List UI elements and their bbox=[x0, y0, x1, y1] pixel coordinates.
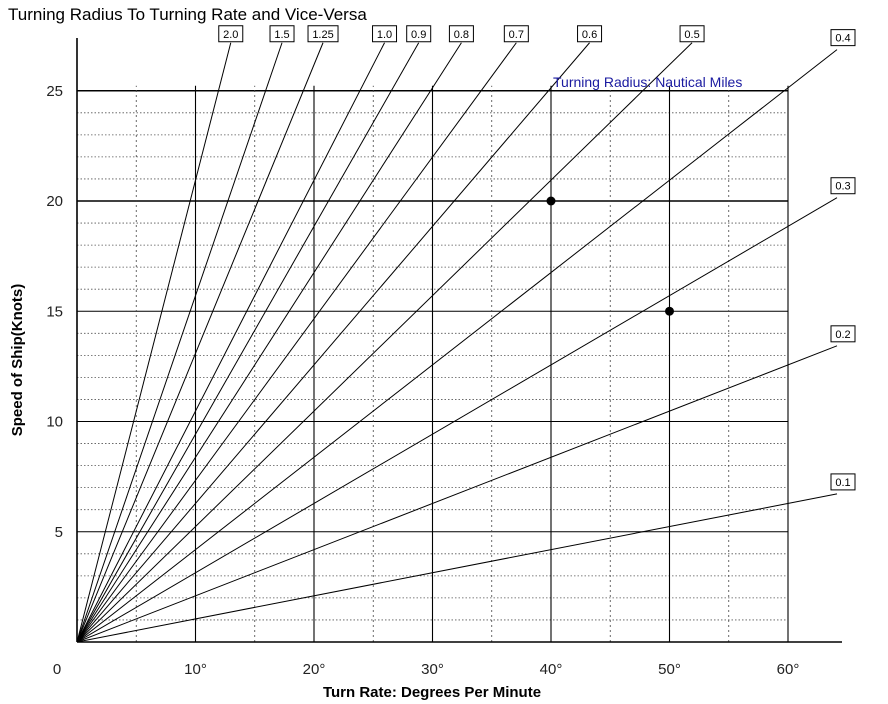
radius-line-1.5 bbox=[76, 42, 283, 643]
x-tick-label: 40° bbox=[540, 661, 563, 678]
radius-label-box bbox=[448, 25, 474, 43]
radius-label-box bbox=[830, 473, 856, 491]
radius-label-text: 0.2 bbox=[835, 329, 850, 341]
radius-label-text: 0.6 bbox=[582, 29, 597, 41]
radius-line-0.8 bbox=[76, 42, 462, 643]
axes bbox=[76, 38, 842, 643]
chart-title: Turning Radius To Turning Rate and Vice-… bbox=[8, 5, 367, 24]
data-point bbox=[546, 196, 556, 206]
data-points bbox=[546, 196, 674, 316]
radius-label-text: 2.0 bbox=[223, 29, 238, 41]
radius-line-0.3 bbox=[76, 197, 838, 643]
data-point bbox=[665, 306, 674, 316]
tick-labels: 5 10 15 20 25 0 10° 20° 30° 40° 50° 60° bbox=[46, 83, 799, 678]
x-tick-label: 50° bbox=[658, 661, 681, 678]
radius-label-text: 0.4 bbox=[835, 33, 850, 45]
radius-label-box bbox=[830, 177, 856, 195]
x-tick-label: 0 bbox=[53, 661, 61, 678]
radius-labels: 2.0 1.5 1.25 1.0 0.9 0.8 0.7 0.6 0.5 0.4 0.3 0.2 0.1 bbox=[218, 25, 856, 491]
radius-line-0.7 bbox=[76, 42, 517, 643]
radius-line-0.1 bbox=[76, 493, 838, 643]
radius-label-text: 0.7 bbox=[509, 29, 524, 41]
radius-label-box bbox=[577, 25, 603, 43]
radius-label-box bbox=[679, 25, 705, 43]
radius-label-text: 1.0 bbox=[377, 29, 392, 41]
y-tick-label: 10 bbox=[46, 414, 63, 431]
radius-label-text: 1.25 bbox=[312, 29, 333, 41]
x-tick-label: 10° bbox=[184, 661, 207, 678]
radius-label-box bbox=[372, 25, 398, 43]
x-tick-label: 60° bbox=[777, 661, 800, 678]
radius-label-box bbox=[218, 25, 244, 43]
radius-annotation: Turning Radius: Nautical Miles bbox=[553, 74, 742, 90]
x-axis-title: Turn Rate: Degrees Per Minute bbox=[323, 684, 541, 701]
y-tick-label: 25 bbox=[46, 83, 63, 100]
radius-line-2.0 bbox=[76, 42, 232, 643]
radius-line-0.9 bbox=[76, 42, 420, 643]
x-tick-label: 20° bbox=[303, 661, 326, 678]
radius-label-text: 0.9 bbox=[411, 29, 426, 41]
y-axis-title: Speed of Ship(Knots) bbox=[9, 284, 26, 437]
radius-label-text: 0.5 bbox=[684, 29, 699, 41]
radius-label-box bbox=[406, 25, 432, 43]
radius-label-box bbox=[830, 325, 856, 343]
radius-line-1.25 bbox=[76, 42, 324, 643]
radius-line-1.0 bbox=[76, 42, 385, 643]
radius-lines bbox=[76, 42, 838, 643]
radius-line-0.4 bbox=[76, 49, 838, 643]
radius-label-text: 0.1 bbox=[835, 477, 850, 489]
radius-label-text: 0.8 bbox=[454, 29, 469, 41]
radius-label-box bbox=[830, 29, 856, 47]
radius-label-text: 0.3 bbox=[835, 181, 850, 193]
radius-line-0.6 bbox=[76, 42, 590, 643]
radius-label-box bbox=[503, 25, 529, 43]
y-tick-label: 15 bbox=[46, 303, 63, 320]
radius-label-box bbox=[269, 25, 295, 43]
y-tick-label: 20 bbox=[46, 193, 63, 210]
radius-line-0.2 bbox=[76, 345, 838, 643]
y-tick-label: 5 bbox=[55, 524, 63, 541]
radius-line-0.5 bbox=[76, 42, 693, 643]
radius-label-box bbox=[307, 25, 339, 43]
radius-label-text: 1.5 bbox=[274, 29, 289, 41]
x-tick-label: 30° bbox=[421, 661, 444, 678]
